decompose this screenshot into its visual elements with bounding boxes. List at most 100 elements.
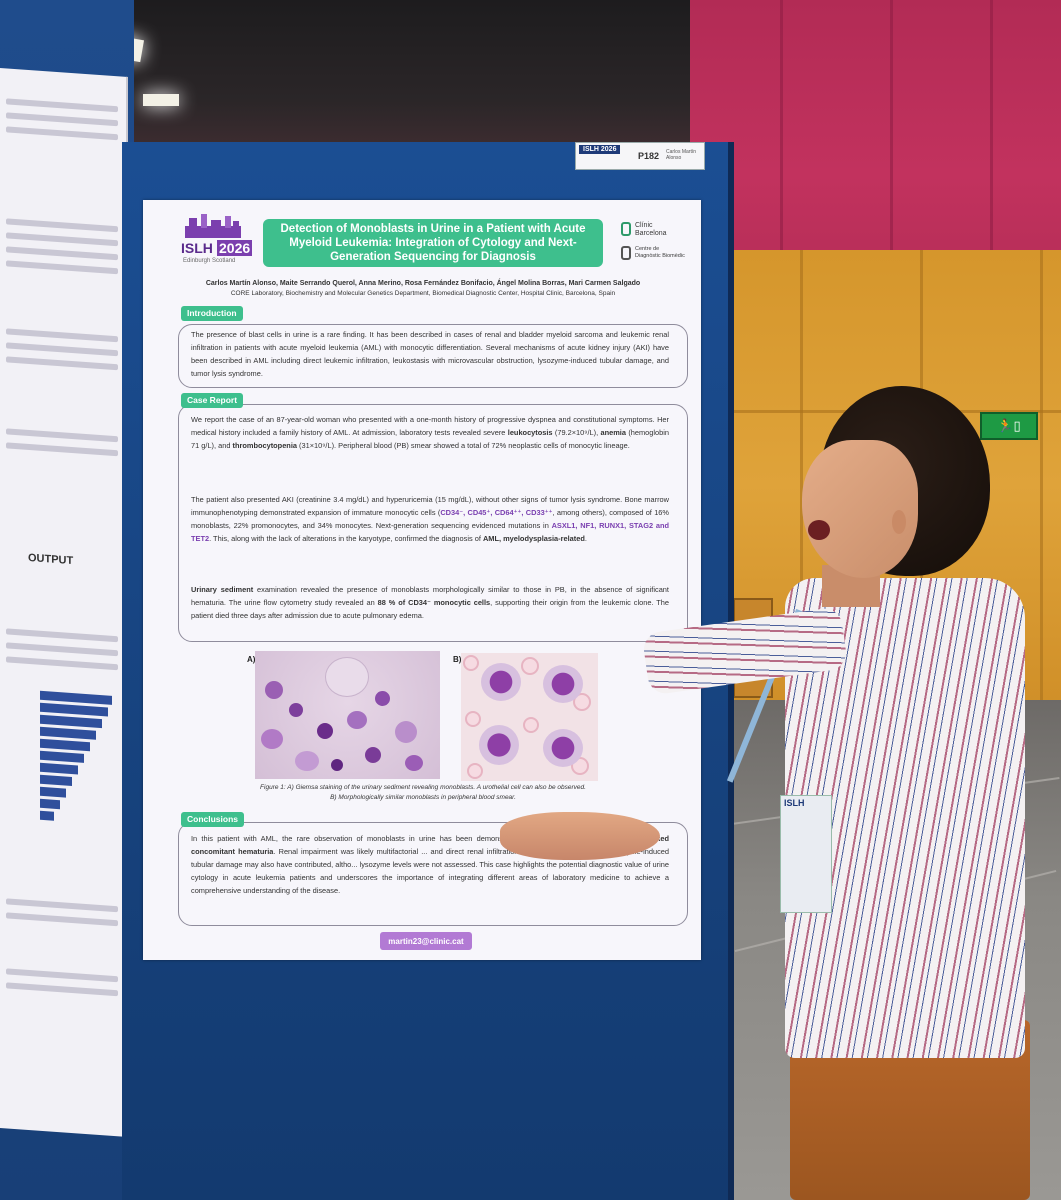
clinic-logo-icon bbox=[621, 222, 631, 236]
conference-place: Edinburgh Scotland bbox=[183, 258, 236, 264]
text-run: (hemoglobin 71 g/L), and bbox=[191, 428, 669, 450]
conclusions-box bbox=[178, 822, 688, 926]
conclusions-heading: Conclusions bbox=[181, 812, 245, 827]
affiliation: CORE Laboratory, Biochemistry and Molecu… bbox=[230, 290, 616, 297]
castle-icon bbox=[185, 214, 241, 238]
text-line bbox=[6, 428, 118, 443]
bar bbox=[40, 738, 90, 752]
urothelial-cell bbox=[325, 657, 369, 697]
text-line bbox=[6, 982, 118, 997]
monoblast-cell bbox=[289, 703, 303, 717]
monoblast-cell bbox=[479, 725, 519, 765]
text-run: examination revealed the presence of mon… bbox=[191, 585, 669, 607]
ceiling-light bbox=[143, 94, 179, 106]
text-run: We report the case of an 87-year-old wom… bbox=[191, 415, 669, 437]
authors: Carlos Martín Alonso, Maite Serrando Que… bbox=[205, 280, 641, 287]
tag-author: Carlos Martín Alonso bbox=[666, 149, 697, 161]
text-run-bold: anemia bbox=[600, 428, 626, 437]
case-report-paragraph-3: Urinary sediment examination revealed th… bbox=[191, 583, 669, 622]
red-blood-cell bbox=[523, 717, 539, 733]
caption-line-2: B) Morphologically similar monoblasts in… bbox=[330, 794, 516, 801]
wall-panel-seam bbox=[990, 0, 993, 290]
text-run-bold: Urinary sediment bbox=[191, 585, 254, 594]
case-report-box bbox=[178, 404, 688, 642]
introduction-heading: Introduction bbox=[181, 306, 243, 321]
tag-conference: ISLH 2026 bbox=[579, 145, 621, 154]
text-line bbox=[6, 912, 118, 927]
text-line bbox=[6, 112, 118, 127]
text-line bbox=[6, 642, 118, 657]
monoblast-cell bbox=[295, 751, 319, 771]
name-badge: ISLH bbox=[780, 795, 832, 913]
wall-panel-seam bbox=[890, 0, 893, 290]
text-run: , supporting their origin from the leuke… bbox=[191, 598, 669, 620]
wood-seam bbox=[800, 250, 803, 720]
text-run: (31×10⁹/L). Peripheral blood (PB) smear … bbox=[296, 441, 630, 450]
badge-text: ISLH bbox=[784, 798, 805, 808]
wall-panel-seam bbox=[780, 0, 783, 290]
case-report-heading: Case Report bbox=[181, 393, 244, 408]
text-line bbox=[6, 442, 118, 457]
text-run: . Renal impairment was likely multifacto… bbox=[191, 847, 669, 895]
text-line bbox=[6, 126, 118, 141]
text-line bbox=[6, 968, 118, 983]
text-line bbox=[6, 218, 118, 233]
red-blood-cell bbox=[573, 693, 591, 711]
figure-b-blood-smear-image bbox=[461, 653, 598, 781]
monoblast-cell bbox=[395, 721, 417, 743]
bar bbox=[40, 774, 72, 787]
pointing-hand bbox=[500, 812, 660, 860]
introduction-box bbox=[178, 324, 688, 388]
red-blood-cell bbox=[521, 657, 539, 675]
red-blood-cell bbox=[467, 763, 483, 779]
text-run-bold: 88 % of CD34⁻ monocytic cells bbox=[377, 598, 491, 607]
caption-line-1: Figure 1: A) Giemsa staining of the urin… bbox=[260, 784, 586, 791]
institution-unit: Centre de Diagnòstic Biomèdic bbox=[635, 246, 685, 259]
text-run-bold: leukocytosis bbox=[507, 428, 553, 437]
poster-title: Detection of Monoblasts in Urine in a Pa… bbox=[263, 219, 603, 267]
case-report-paragraph-2: The patient also presented AKI (creatini… bbox=[191, 493, 669, 545]
monoblast-cell bbox=[317, 723, 333, 739]
monoblast-cell bbox=[375, 691, 390, 706]
text-line bbox=[6, 232, 118, 247]
text-line bbox=[6, 328, 118, 343]
diagnosis-bold: AML, myelodysplasia-related bbox=[482, 534, 585, 543]
text-run: , among others), composed of 16% monobla… bbox=[191, 508, 669, 530]
text-line bbox=[6, 898, 118, 913]
monoblast-cell bbox=[347, 711, 367, 729]
monoblast-cell bbox=[543, 665, 583, 703]
bar bbox=[40, 786, 66, 798]
monoblast-cell bbox=[265, 681, 283, 699]
text-line bbox=[6, 246, 118, 261]
output-label: OUTPUT bbox=[28, 551, 74, 568]
figure-a-label: A) bbox=[247, 655, 256, 664]
monoblast-cell bbox=[261, 729, 283, 749]
bar bbox=[40, 762, 78, 775]
text-line bbox=[6, 342, 118, 357]
bar bbox=[40, 798, 60, 810]
contact-email: martin23@clinic.cat bbox=[380, 932, 472, 950]
figure-a-urine-sediment-image bbox=[255, 651, 440, 779]
monoblast-cell bbox=[405, 755, 423, 771]
figure-b-label: B) bbox=[453, 655, 462, 664]
red-blood-cell bbox=[465, 711, 481, 727]
conference-logo: ISLH 2026 Edinburgh Scotland bbox=[181, 212, 253, 267]
magenta-wall bbox=[690, 0, 1061, 290]
text-line bbox=[6, 356, 118, 371]
text-run: The patient also presented AKI (creatini… bbox=[191, 495, 669, 517]
bar bbox=[40, 702, 108, 717]
text-line bbox=[6, 656, 118, 671]
institution-name: Clínic Barcelona bbox=[635, 222, 667, 237]
face bbox=[802, 440, 918, 578]
bar bbox=[40, 810, 54, 821]
text-run: In this patient with AML, the rare obser… bbox=[191, 834, 621, 843]
bar bbox=[40, 714, 102, 729]
text-line bbox=[6, 628, 118, 643]
presenter-person: ISLH bbox=[500, 380, 1061, 1200]
text-run: . This, along with the lack of alteratio… bbox=[209, 534, 483, 543]
conference-name: ISLH bbox=[181, 240, 213, 256]
text-line bbox=[6, 98, 118, 113]
text-run: . bbox=[584, 534, 587, 543]
text-run: (79.2×10⁹/L), bbox=[552, 428, 601, 437]
smiling-mouth bbox=[808, 520, 830, 540]
